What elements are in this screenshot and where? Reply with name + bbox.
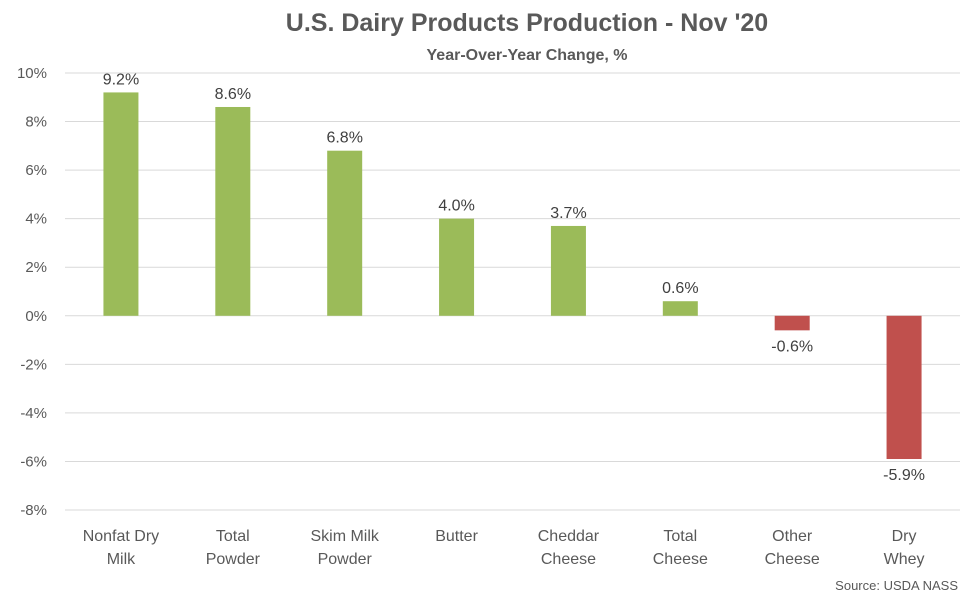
y-tick-label: 4% — [25, 211, 47, 228]
x-category-line: Dry — [892, 528, 917, 545]
data-label: 6.8% — [326, 130, 362, 147]
bars — [103, 92, 922, 460]
bar — [327, 150, 363, 316]
chart-title: U.S. Dairy Products Production - Nov '20 — [286, 9, 768, 37]
y-tick-label: 2% — [25, 259, 47, 276]
x-category-line: Skim Milk — [310, 528, 379, 545]
bar — [774, 315, 810, 331]
x-category-label: Total Cheese — [653, 528, 708, 568]
bar — [215, 106, 251, 316]
x-category-line: Butter — [435, 528, 478, 545]
x-category-line: Cheddar — [538, 528, 600, 545]
x-category-line: Total — [663, 528, 697, 545]
bar — [103, 92, 139, 316]
data-label: 8.6% — [215, 86, 251, 103]
y-tick-label: 0% — [25, 308, 47, 325]
data-label: 0.6% — [662, 280, 698, 297]
x-category-line: Cheese — [765, 551, 820, 568]
x-category-line: Cheese — [541, 551, 596, 568]
source-note: Source: USDA NASS — [835, 578, 958, 593]
bar — [662, 301, 698, 316]
data-label: 9.2% — [103, 71, 139, 88]
y-tick-label: 8% — [25, 114, 47, 131]
x-category-label: Cheddar Cheese — [538, 528, 600, 568]
chart-subtitle: Year-Over-Year Change, % — [427, 47, 628, 64]
x-category-line: Whey — [884, 551, 925, 568]
y-tick-label: -8% — [20, 502, 47, 519]
data-label: -5.9% — [883, 467, 925, 484]
x-category-line: Total — [216, 528, 250, 545]
data-label: -0.6% — [771, 338, 813, 355]
data-label: 4.0% — [438, 198, 474, 215]
x-category-line: Powder — [206, 551, 261, 568]
x-category-label: Skim Milk Powder — [310, 528, 379, 568]
x-category-line: Nonfat Dry — [83, 528, 159, 545]
y-axis-ticks: 10% 8% 6% 4% 2% 0% -2% -4% -6% -8% — [17, 65, 47, 519]
x-category-label: Other Cheese — [765, 528, 820, 568]
x-category-label: Butter — [435, 528, 478, 545]
x-category-label: Total Powder — [206, 528, 261, 568]
gridlines — [65, 72, 960, 511]
y-tick-label: 6% — [25, 162, 47, 179]
x-category-line: Milk — [107, 551, 136, 568]
data-label: 3.7% — [550, 205, 586, 222]
y-tick-label: -2% — [20, 356, 47, 373]
x-category-line: Other — [772, 528, 813, 545]
y-tick-label: -4% — [20, 405, 47, 422]
x-axis-categories: Nonfat Dry Milk Total Powder Skim Milk Powder… — [83, 528, 925, 568]
bar — [886, 315, 922, 460]
bar — [550, 225, 586, 316]
x-category-line: Powder — [318, 551, 373, 568]
x-category-label: Nonfat Dry Milk — [83, 528, 159, 568]
bar — [439, 218, 475, 316]
y-tick-label: -6% — [20, 453, 47, 470]
y-tick-label: 10% — [17, 65, 47, 82]
data-labels: 9.2% 8.6% 6.8% 4.0% 3.7% 0.6% -0.6% -5.9% — [103, 71, 925, 484]
x-category-label: Dry Whey — [884, 528, 925, 568]
x-category-line: Cheese — [653, 551, 708, 568]
